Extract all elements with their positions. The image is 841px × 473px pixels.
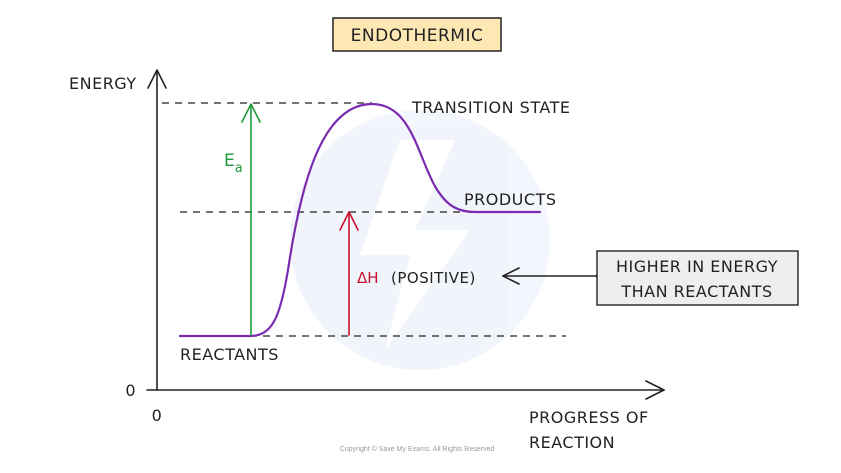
callout-line-2: THAN REACTANTS <box>620 282 772 301</box>
enthalpy-change-arrowhead <box>339 211 359 231</box>
reactants-label: REACTANTS <box>180 345 279 364</box>
activation-energy-subscript: a <box>235 161 243 176</box>
diagram-title: ENDOTHERMIC <box>351 26 484 46</box>
y-origin-label: 0 <box>125 381 136 400</box>
enthalpy-symbol: ΔH <box>357 269 379 287</box>
x-axis-label-line1: PROGRESS OF <box>529 408 649 427</box>
activation-energy-label: Ea <box>224 151 243 176</box>
title-box <box>332 17 502 52</box>
watermark-logo <box>290 110 550 370</box>
products-label: PRODUCTS <box>464 190 557 209</box>
copyright-notice: Copyright © Save My Exams. All Rights Re… <box>340 445 495 453</box>
x-origin-label: 0 <box>152 406 163 425</box>
activation-energy-arrowhead <box>241 103 261 123</box>
enthalpy-sign-label: (POSITIVE) <box>391 269 476 287</box>
x-axis-arrowhead <box>645 380 665 400</box>
activation-energy-symbol: E <box>224 151 235 171</box>
x-axis-label-line2: REACTION <box>529 433 615 452</box>
transition-state-label: TRANSITION STATE <box>411 98 570 117</box>
callout-pointer-arrowhead <box>502 267 520 285</box>
y-axis-arrowhead <box>147 69 167 89</box>
reaction-curve <box>178 102 542 338</box>
callout-box <box>596 250 799 306</box>
callout-line-1: HIGHER IN ENERGY <box>616 257 778 276</box>
y-axis-label: ENERGY <box>69 74 137 93</box>
